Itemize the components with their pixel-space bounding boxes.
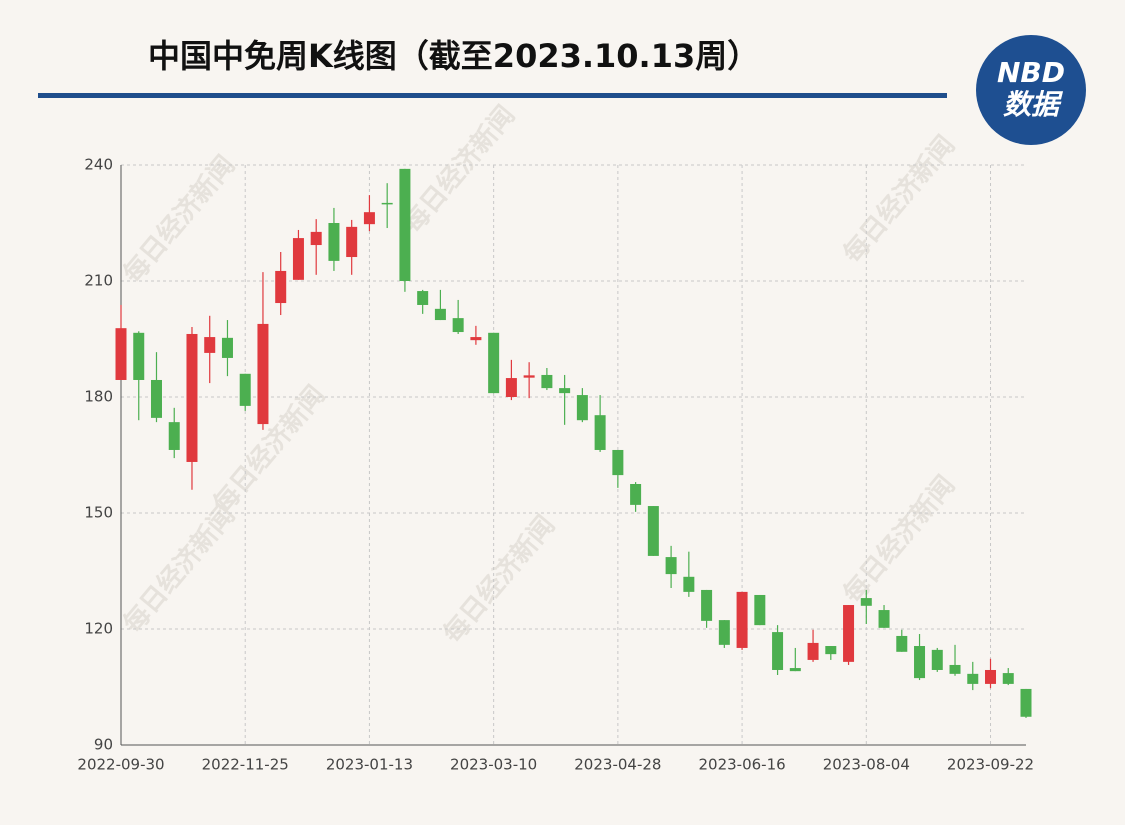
- candle-body: [718, 620, 730, 645]
- candle-body: [878, 610, 890, 628]
- candle-body: [186, 333, 198, 462]
- x-tick-label: 2023-03-10: [450, 756, 537, 774]
- candle-body: [328, 223, 340, 261]
- candle-body: [896, 635, 908, 652]
- y-tick-label: 150: [84, 504, 113, 522]
- candle-body: [115, 328, 127, 380]
- candle-body: [221, 337, 233, 358]
- plot: 90 120 150 180 210 240 2022-09-30 2022-11-25 202…: [77, 156, 1034, 774]
- candle-body: [789, 668, 801, 672]
- y-tick-label: 120: [84, 620, 113, 638]
- candle-body: [914, 646, 926, 679]
- candle-body: [1002, 673, 1014, 684]
- candle-body: [310, 231, 322, 246]
- candle-body: [204, 337, 216, 353]
- candle-body: [381, 202, 393, 205]
- y-tick-label: 210: [84, 272, 113, 290]
- candle-body: [559, 388, 571, 394]
- candle-body: [399, 168, 411, 281]
- candle-body: [168, 422, 180, 450]
- candle-body: [346, 226, 358, 258]
- candle-body: [985, 669, 997, 684]
- x-tick-label: 2023-09-22: [947, 756, 1034, 774]
- candle-body: [133, 332, 145, 380]
- candle-body: [452, 318, 464, 333]
- candle-body: [825, 646, 837, 655]
- logo-circle: [976, 35, 1086, 145]
- y-tick-label: 240: [84, 156, 113, 174]
- candle-body: [363, 212, 375, 225]
- candle-body: [1020, 688, 1032, 717]
- candle-body: [576, 395, 588, 421]
- y-tick-label: 90: [94, 736, 113, 754]
- x-tick-label: 2023-08-04: [823, 756, 910, 774]
- candle-body: [843, 605, 855, 662]
- candle-body: [239, 373, 251, 406]
- x-tick-label: 2023-01-13: [326, 756, 413, 774]
- logo-top: NBD: [997, 56, 1065, 89]
- candle-body: [150, 379, 162, 418]
- x-tick-label: 2023-06-16: [698, 756, 785, 774]
- x-tick-label: 2022-09-30: [77, 756, 164, 774]
- y-tick-label: 180: [84, 388, 113, 406]
- x-tick-label: 2023-04-28: [574, 756, 661, 774]
- chart-title: 中国中免周K线图（截至2023.10.13周）: [148, 37, 759, 75]
- x-tick-label: 2022-11-25: [202, 756, 289, 774]
- candle-body: [772, 632, 784, 670]
- candle-body: [931, 649, 943, 670]
- candle-body: [488, 332, 500, 394]
- candle-body: [470, 337, 482, 341]
- candle-body: [807, 642, 819, 660]
- candle-body: [647, 506, 659, 556]
- candle-body: [701, 589, 713, 621]
- candle-body: [292, 238, 304, 280]
- candle-body: [754, 594, 766, 626]
- candle-body: [275, 270, 287, 304]
- candle-body: [736, 591, 748, 648]
- candle-body: [594, 415, 606, 450]
- candle-body: [541, 374, 553, 389]
- candle-body: [967, 673, 979, 684]
- candle-body: [683, 576, 695, 592]
- candle-body: [434, 308, 446, 321]
- candle-body: [665, 557, 677, 575]
- logo-bottom: 数据: [1003, 88, 1064, 121]
- candle-body: [949, 664, 961, 674]
- candle-body: [257, 323, 269, 425]
- candle-body: [505, 378, 517, 397]
- candle-body: [523, 375, 535, 378]
- candle-body: [612, 449, 624, 476]
- candle-body: [417, 291, 429, 305]
- candle-body: [860, 598, 872, 606]
- title-rule: [38, 93, 947, 98]
- candle-body: [630, 484, 642, 505]
